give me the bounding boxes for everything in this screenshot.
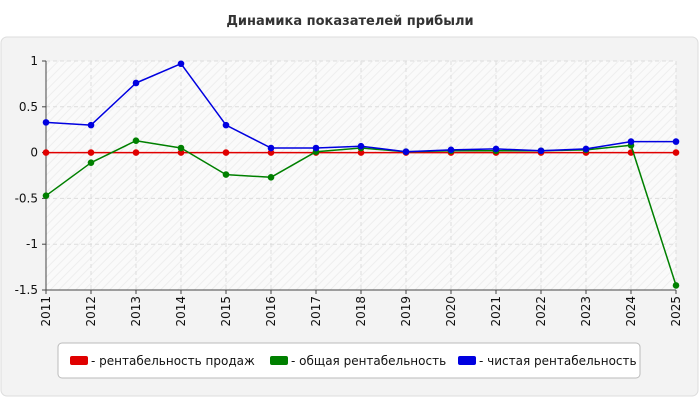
legend-box [57, 342, 641, 379]
data-point [42, 149, 50, 156]
legend-swatch [270, 356, 288, 365]
x-tick-label: 2014 [174, 296, 188, 327]
legend-swatch [70, 356, 88, 365]
data-point [267, 149, 275, 156]
x-tick-label: 2012 [84, 296, 98, 327]
data-point [87, 121, 95, 129]
axes [42, 60, 677, 294]
data-point [222, 121, 230, 129]
series-3 [42, 60, 680, 155]
chart-title: Динамика показателей прибыли [226, 14, 473, 29]
data-point [267, 144, 275, 152]
x-tick-label: 2019 [399, 296, 413, 327]
x-tick-label: 2023 [579, 296, 593, 327]
data-point [42, 119, 50, 126]
x-tick-labels: 2011 2012 2013 2014 2015 2016 2017 2018 2019 2020… [39, 296, 683, 327]
legend-label: - рентабельность продаж [91, 354, 255, 368]
data-point [357, 142, 365, 150]
x-tick-label: 2018 [354, 296, 368, 327]
data-point [132, 137, 140, 144]
x-tick-label: 2016 [264, 296, 278, 327]
data-point [87, 149, 95, 156]
data-point [312, 144, 320, 152]
legend-label: - общая рентабельность [291, 354, 446, 368]
data-point [672, 149, 680, 156]
data-point [627, 138, 635, 145]
x-tick-label: 2015 [219, 296, 233, 327]
legend-item-2: - общая рентабельность [270, 354, 446, 368]
data-point [672, 282, 680, 289]
x-tick-label: 2020 [444, 296, 458, 327]
data-point [177, 149, 185, 156]
x-tick-label: 2025 [669, 296, 683, 327]
y-tick-label: -1.5 [15, 283, 38, 297]
data-point [357, 149, 365, 156]
data-point [132, 149, 140, 156]
legend: - рентабельность продаж - общая рентабель… [70, 354, 637, 368]
data-point [132, 79, 140, 87]
data-point [447, 146, 455, 154]
y-tick-label: 0 [30, 146, 38, 160]
legend-label: - чистая рентабельность [479, 354, 637, 368]
data-point [402, 148, 410, 155]
legend-item-1: - рентабельность продаж [70, 354, 255, 368]
y-tick-label: 0.5 [19, 100, 38, 114]
data-point [267, 174, 275, 181]
x-tick-label: 2017 [309, 296, 323, 327]
x-tick-label: 2022 [534, 296, 548, 327]
data-point [672, 138, 680, 145]
legend-item-3: - чистая рентабельность [458, 354, 637, 368]
data-point [42, 192, 50, 199]
x-tick-label: 2011 [39, 296, 53, 327]
data-point [87, 159, 95, 166]
x-tick-label: 2021 [489, 296, 503, 327]
data-point [537, 147, 545, 155]
y-tick-label: -1 [26, 237, 38, 251]
data-point [492, 145, 500, 153]
series-layer [42, 60, 680, 289]
legend-swatch [458, 356, 476, 365]
data-point [177, 60, 185, 68]
data-point [222, 171, 230, 178]
data-point [177, 144, 185, 152]
x-tick-label: 2024 [624, 296, 638, 327]
data-point [582, 145, 590, 153]
y-tick-labels: 1 0.5 0 -0.5 -1 -1.5 [15, 54, 38, 297]
data-point [222, 149, 230, 156]
y-tick-label: -0.5 [15, 191, 38, 205]
y-tick-label: 1 [30, 54, 38, 68]
x-tick-label: 2013 [129, 296, 143, 327]
